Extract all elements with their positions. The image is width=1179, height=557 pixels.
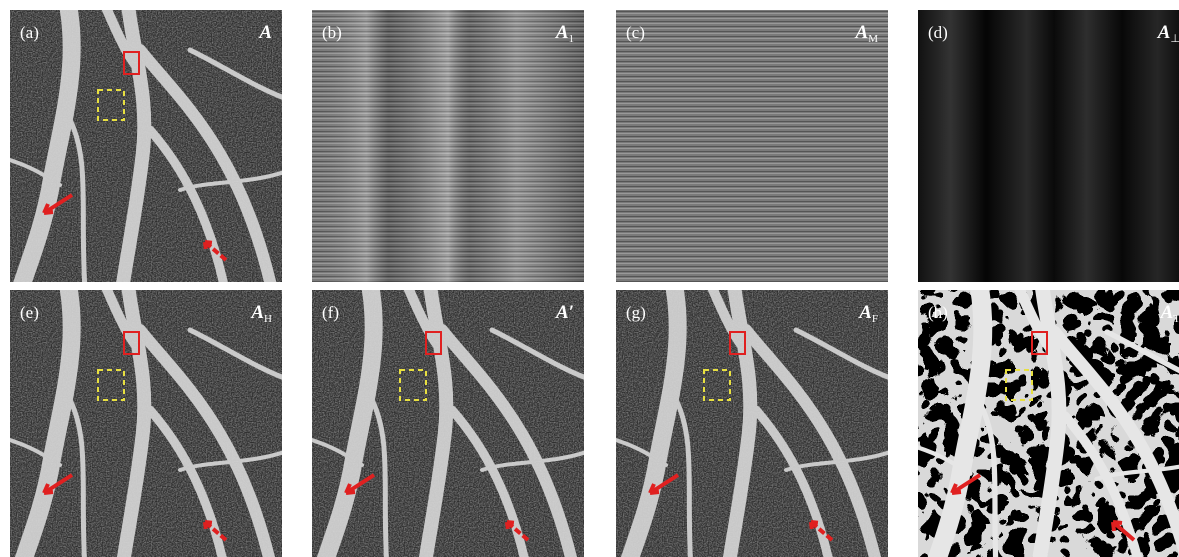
panel-label: (e) (20, 303, 39, 322)
symbol: A′ (555, 302, 574, 323)
panel: (b) A1 (312, 10, 584, 282)
panel-label: (d) (928, 23, 948, 42)
symbol: A (258, 22, 272, 43)
figure: (a)A(b)A1(c)AM(d)A⊥(e)AH(f)A′(g)AF(h)AT (0, 0, 1179, 557)
panel: (e) AH (10, 285, 290, 557)
panel-symbol: A (258, 22, 272, 43)
panel: (g) AF (616, 285, 896, 557)
panel: (d) A⊥ (918, 10, 1179, 282)
symbol: A (858, 302, 872, 323)
panel: (a) A (10, 5, 290, 290)
subscript: T (1173, 313, 1179, 325)
panel: (h) AT (918, 285, 1179, 557)
panel-label: (f) (322, 303, 339, 322)
subscript: ⊥ (1170, 33, 1179, 45)
panel-label: (c) (626, 23, 645, 42)
panel-label: (h) (928, 303, 948, 322)
symbol: A (855, 22, 869, 43)
image-bg (918, 10, 1179, 282)
subscript: F (872, 313, 878, 325)
subscript: M (868, 33, 878, 45)
panel: (f) A′ (312, 285, 592, 557)
panel: (c) AM (616, 10, 888, 282)
panel-symbol: A′ (555, 302, 574, 323)
page: (a)A(b)A1(c)AM(d)A⊥(e)AH(f)A′(g)AF(h)AT … (0, 0, 1179, 557)
subscript: 1 (569, 33, 575, 45)
image-bg (616, 10, 888, 282)
symbol: A (555, 22, 569, 43)
panel-label: (a) (20, 23, 39, 42)
panel-label: (b) (322, 23, 342, 42)
image-stripes (312, 10, 584, 282)
subscript: H (264, 313, 272, 325)
symbol: A (1160, 302, 1174, 323)
symbol: A (250, 302, 264, 323)
symbol: A (1157, 22, 1171, 43)
panel-label: (g) (626, 303, 646, 322)
